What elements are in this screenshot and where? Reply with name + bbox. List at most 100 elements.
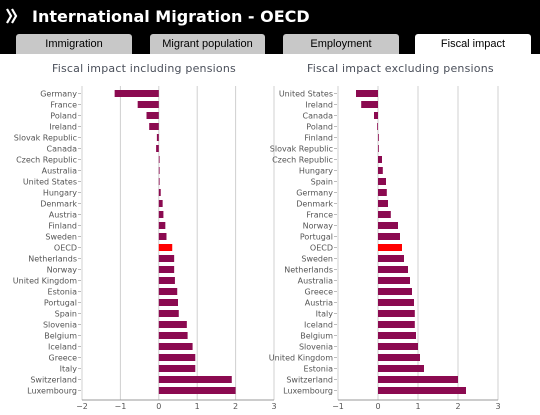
category-label: Ireland — [49, 123, 77, 132]
category-label: Finland — [304, 134, 333, 143]
bar — [378, 266, 408, 273]
category-label: Finland — [48, 222, 77, 231]
bar — [378, 255, 404, 262]
bar — [158, 310, 179, 317]
bar — [158, 266, 175, 273]
category-label: United States — [279, 90, 333, 99]
category-label: Australia — [42, 167, 77, 176]
bar — [156, 134, 159, 141]
bar — [158, 343, 193, 350]
bar — [356, 90, 378, 97]
category-label: Netherlands — [28, 255, 77, 264]
category-label: Denmark — [40, 200, 77, 209]
bar — [361, 101, 378, 108]
category-label: Australia — [298, 277, 333, 286]
category-label: France — [306, 211, 333, 220]
x-tick-label: 3 — [271, 402, 276, 411]
category-label: Norway — [303, 222, 334, 231]
bar — [158, 332, 188, 339]
x-tick-label: 0 — [375, 402, 380, 411]
bar — [378, 343, 418, 350]
x-tick-label: 1 — [195, 402, 200, 411]
category-label: Belgium — [300, 332, 333, 341]
bar — [378, 376, 458, 383]
bar — [378, 233, 400, 240]
category-label: Slovenia — [299, 343, 333, 352]
chart-title-including-pensions: Fiscal impact including pensions — [52, 62, 236, 75]
category-label: Spain — [55, 310, 77, 319]
category-label: Slovak Republic — [270, 145, 333, 154]
bar — [378, 145, 379, 152]
bar — [158, 299, 178, 306]
category-label: Slovenia — [43, 321, 77, 330]
category-label: OECD — [54, 244, 77, 253]
category-label: Germany — [296, 189, 333, 198]
bar — [378, 167, 383, 174]
bar — [158, 178, 160, 185]
bar — [378, 310, 415, 317]
x-tick-label: 0 — [156, 402, 161, 411]
bar — [378, 134, 379, 141]
x-tick-label: 3 — [495, 402, 500, 411]
category-label: Netherlands — [284, 266, 333, 275]
category-label: Norway — [47, 266, 78, 275]
category-label: Switzerland — [286, 376, 333, 385]
bar — [158, 255, 175, 262]
bar — [158, 222, 166, 229]
tab-migrant-population[interactable]: Migrant population — [150, 34, 265, 54]
bar — [378, 332, 416, 339]
category-label: Portugal — [300, 233, 333, 242]
tab-employment[interactable]: Employment — [283, 34, 399, 54]
category-label: Ireland — [305, 101, 333, 110]
double-chevron-right-icon[interactable] — [6, 6, 18, 26]
category-label: Greece — [49, 354, 78, 363]
bar — [158, 244, 173, 251]
bar — [158, 376, 232, 383]
bar — [158, 387, 236, 394]
category-label: Canada — [47, 145, 78, 154]
bar — [378, 387, 466, 394]
tab-immigration[interactable]: Immigration — [16, 34, 132, 54]
category-label: Denmark — [296, 200, 333, 209]
bar — [149, 123, 159, 130]
bar — [378, 277, 410, 284]
category-label: Sweden — [45, 233, 77, 242]
bar — [378, 354, 420, 361]
category-label: Belgium — [44, 332, 77, 341]
bar — [378, 299, 414, 306]
x-tick-label: 1 — [415, 402, 420, 411]
bar — [114, 90, 159, 97]
bar — [158, 156, 160, 163]
bar — [158, 211, 164, 218]
bar — [156, 145, 159, 152]
bar — [378, 189, 387, 196]
category-label: Sweden — [301, 255, 333, 264]
category-label: Luxembourg — [27, 387, 77, 396]
category-label: Hungary — [299, 167, 333, 176]
bar — [378, 211, 391, 218]
category-label: Switzerland — [30, 376, 77, 385]
category-label: Spain — [311, 178, 333, 187]
bar — [378, 200, 388, 207]
category-label: United Kingdom — [269, 354, 333, 363]
bar — [137, 101, 159, 108]
category-label: Czech Republic — [272, 156, 333, 165]
x-tick-label: 2 — [233, 402, 238, 411]
page-title: International Migration - OECD — [32, 6, 310, 26]
bar — [158, 365, 196, 372]
x-tick-label: −2 — [76, 402, 88, 411]
category-label: Austria — [305, 299, 333, 308]
bar — [378, 156, 382, 163]
bar — [378, 288, 412, 295]
category-label: United States — [23, 178, 77, 187]
category-label: Poland — [50, 112, 77, 121]
x-tick-label: 2 — [455, 402, 460, 411]
bar — [158, 354, 196, 361]
bar — [158, 189, 161, 196]
tab-fiscal-impact[interactable]: Fiscal impact — [415, 34, 531, 54]
bar — [158, 233, 167, 240]
bar — [378, 244, 402, 251]
chart-title-excluding-pensions: Fiscal impact excluding pensions — [307, 62, 494, 75]
category-label: Czech Republic — [16, 156, 77, 165]
